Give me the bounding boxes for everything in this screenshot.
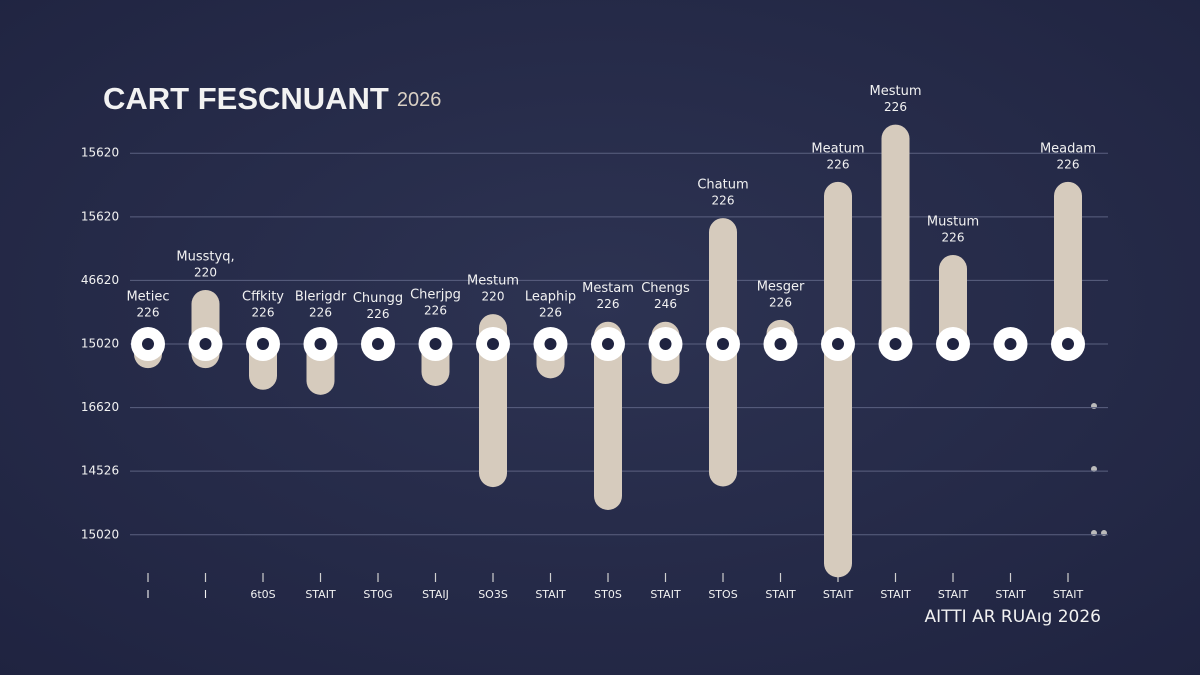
range-bar <box>824 181 852 578</box>
y-tick-label: 46620 <box>81 273 119 287</box>
y-tick-label: 15020 <box>81 527 119 541</box>
range-bar <box>594 321 622 510</box>
bar-name-label: Mustum <box>927 214 979 229</box>
bar-name-label: Chengs <box>641 281 690 296</box>
x-tick-label: STAIT <box>535 588 566 601</box>
y-tick-label: 16620 <box>81 400 119 414</box>
bar-name-label: Meadam <box>1040 141 1096 156</box>
bar-value-label: 226 <box>252 306 275 320</box>
bar-value-label: 226 <box>539 306 562 320</box>
baseline-dot <box>1004 338 1017 350</box>
baseline-dot <box>717 338 729 350</box>
x-tick-label: STOS <box>708 588 737 601</box>
baseline-dot <box>429 338 442 350</box>
decor-dot <box>1091 403 1097 409</box>
x-tick-label: SO3S <box>478 588 508 601</box>
baseline-dot <box>314 338 327 350</box>
bar-value-label: 226 <box>769 295 792 309</box>
title-year: 2026 <box>397 89 442 111</box>
bar-value-label: 226 <box>424 304 447 318</box>
baseline-dot <box>199 338 212 350</box>
bar-name-label: Mestum <box>870 84 922 99</box>
bar-name-label: Musstyq, <box>176 249 234 264</box>
bar-name-label: Mestam <box>582 281 634 296</box>
bar-value-label: 226 <box>827 157 850 171</box>
bar-name-label: Chatum <box>697 178 748 193</box>
x-tick-label: I <box>146 588 149 601</box>
bar-value-label: 246 <box>654 297 677 311</box>
title-main: CART FESCNUANT <box>103 81 389 116</box>
x-tick-label: 6t0S <box>250 588 275 601</box>
bar-value-label: 226 <box>597 297 620 311</box>
x-tick-label: STAIT <box>823 588 854 601</box>
baseline-dot <box>832 338 844 350</box>
bar-value-label: 220 <box>194 265 217 279</box>
chart-title: CART FESCNUANT 2026 <box>103 81 441 116</box>
x-tick-label: STAIT <box>765 588 796 601</box>
x-tick-label: STAIT <box>305 588 336 601</box>
baseline-dot <box>947 338 959 350</box>
baseline-dot <box>544 338 557 350</box>
y-tick-label: 14526 <box>81 464 119 478</box>
x-tick-label: I <box>204 588 207 601</box>
range-bar <box>881 124 910 360</box>
range-bar <box>1054 181 1082 360</box>
bar-name-label: Leaphip <box>525 290 576 305</box>
baseline-dot <box>372 338 384 350</box>
y-tick-label: 15620 <box>81 146 119 160</box>
y-tick-label: 15620 <box>81 209 119 223</box>
baseline-dot <box>774 338 787 350</box>
bar-name-label: Cffkity <box>242 290 284 305</box>
x-tick-label: STAIJ <box>422 588 449 601</box>
baseline-dot <box>257 338 269 350</box>
x-tick-label: STAIT <box>938 588 969 601</box>
x-tick-label: STAIT <box>1053 588 1084 601</box>
baseline-dot <box>1062 338 1074 350</box>
x-tick-label: ST0G <box>363 588 392 601</box>
baseline-dot <box>659 338 672 350</box>
bar-value-label: 226 <box>367 307 390 321</box>
x-tick-label: STAIT <box>880 588 911 601</box>
baseline-dot <box>487 338 499 350</box>
bar-value-label: 226 <box>137 306 160 320</box>
bar-value-label: 226 <box>712 194 735 208</box>
x-tick-label: ST0S <box>594 588 622 601</box>
footer: AITTI AR RUAıg 2026 <box>925 607 1101 627</box>
bar-value-label: 226 <box>942 230 965 244</box>
bar-value-label: 226 <box>884 100 907 114</box>
bar-name-label: Metiec <box>126 290 169 305</box>
bar-name-label: Cherjpg <box>410 288 461 303</box>
x-tick-label: STAIT <box>995 588 1026 601</box>
bar-value-label: 226 <box>1057 157 1080 171</box>
bar-value-label: 220 <box>482 290 505 304</box>
bar-name-label: Meatum <box>811 141 864 156</box>
decor-dot <box>1091 466 1097 472</box>
x-tick-label: STAIT <box>650 588 681 601</box>
bar-value-label: 226 <box>309 306 332 320</box>
bar-name-label: Chungg <box>353 291 403 306</box>
baseline-dot <box>142 338 154 350</box>
baseline-dot <box>889 338 902 350</box>
bar-name-label: Blerigdr <box>295 290 347 305</box>
bar-name-label: Mesger <box>757 279 805 294</box>
y-tick-label: 15020 <box>81 337 119 351</box>
bar-name-label: Mestum <box>467 274 519 289</box>
baseline-dot <box>602 338 614 350</box>
